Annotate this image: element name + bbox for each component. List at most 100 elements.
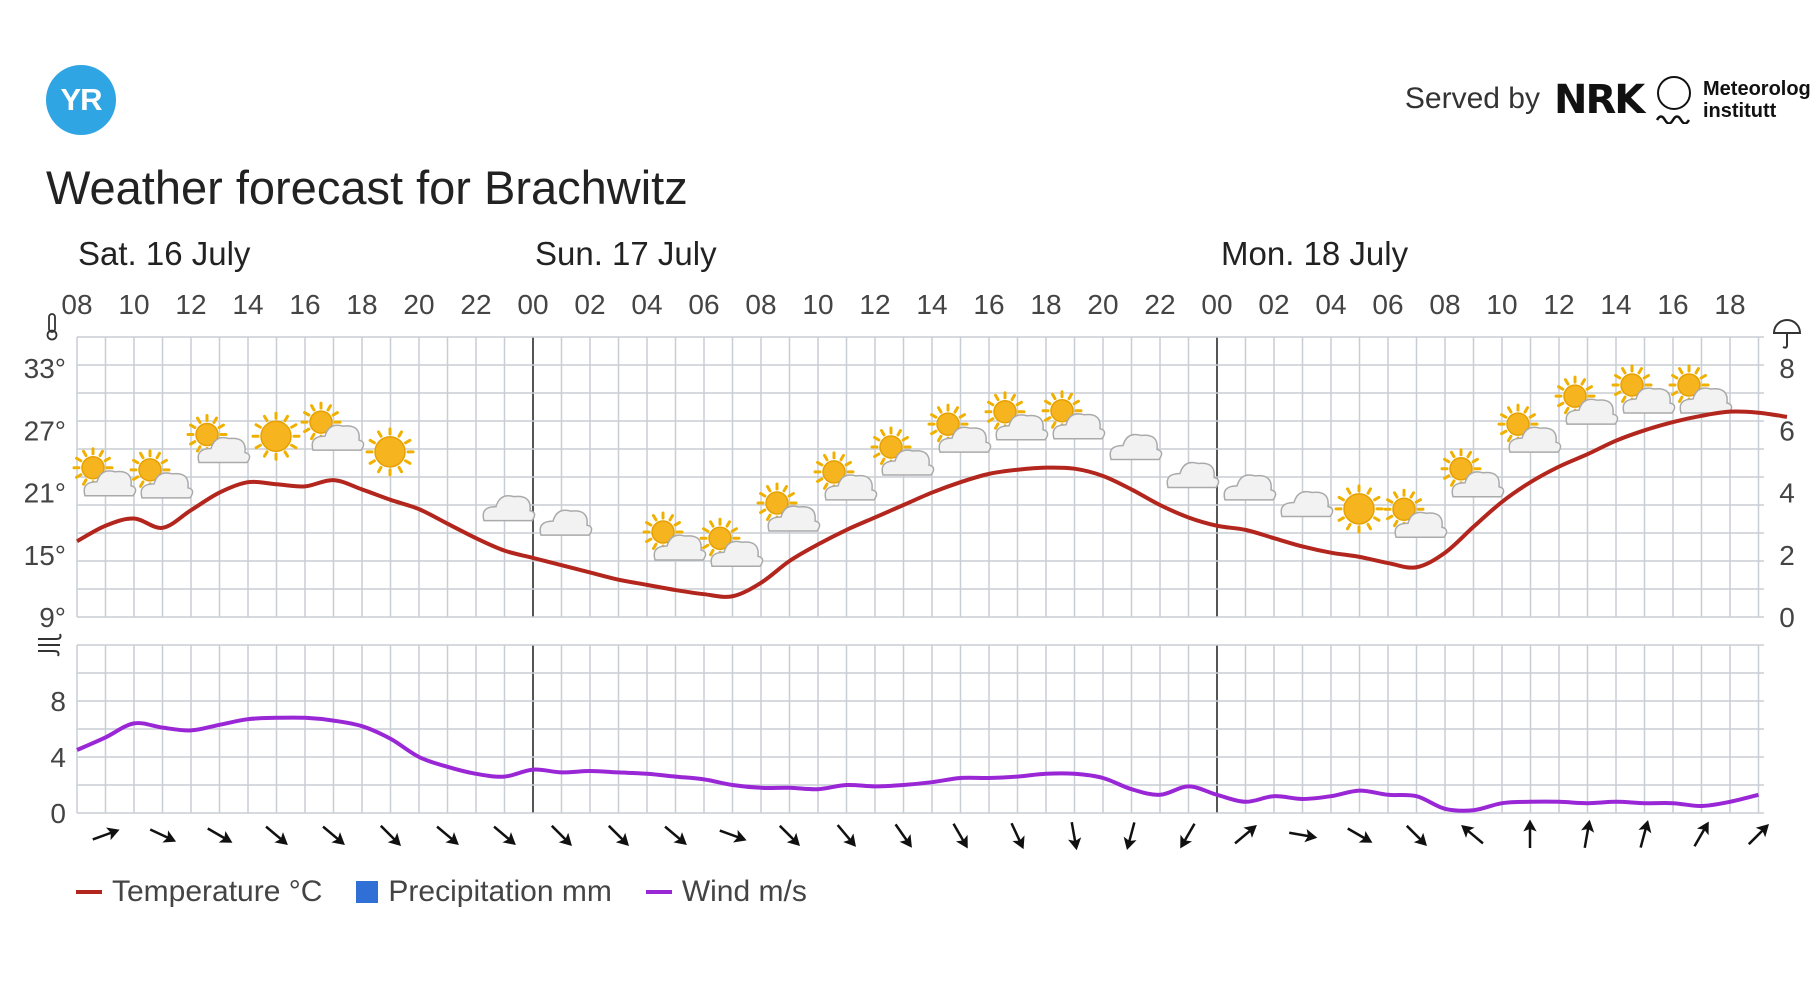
sun-ray [310,404,316,412]
sun-disc [138,458,162,482]
sun-ray [1386,498,1394,504]
sun-ray [98,449,104,458]
sun-ray [1386,514,1394,521]
legend-temperature[interactable]: Temperature °C [76,875,322,909]
temperature-tick-label: 33° [24,353,66,384]
precipitation-tick-label: 0 [1779,602,1795,633]
sun-ray [1642,374,1650,380]
sun-ray [397,465,403,474]
arrow-head [331,832,345,845]
arrow-head [1461,825,1475,838]
sun-ray [1450,450,1456,459]
sun-ray [1044,416,1052,422]
met-wave-icon [1656,115,1690,124]
sun-ray [930,413,938,419]
legend-temperature-label: Temperature °C [112,875,323,908]
cloud-shape [1223,474,1277,501]
sun-ray [1621,395,1627,403]
hour-label: 18 [1714,289,1745,320]
sun-ray [263,450,269,458]
sun-ray [1637,367,1643,375]
sun-disc [81,455,105,480]
sun-ray [1507,434,1513,443]
sun-ray [75,473,83,479]
wind-directions [92,819,1769,851]
arrow-head [1696,821,1709,836]
cloud-shape [1622,387,1676,414]
sun-ray [404,438,412,445]
temperature-tick-label: 21° [24,478,66,509]
hour-label: 10 [118,289,149,320]
met-name-line2[interactable]: institutt [1703,100,1777,122]
weather-symbol-partly-cloudy-day [72,447,137,497]
hour-label: 06 [688,289,719,320]
sun-ray [1500,413,1508,419]
legend-precipitation[interactable]: Precipitation mm [356,875,612,909]
umbrella-icon [1772,319,1802,349]
sun-ray [766,513,772,521]
nrk-logo[interactable]: NRK [1554,77,1645,123]
sun-ray [1337,495,1345,502]
temperature-legend-swatch [76,890,102,894]
thermometer-tube [48,313,56,333]
arrow-head [1581,819,1595,833]
hour-label: 14 [1600,289,1631,320]
sun-ray [310,432,316,441]
sun-ray [880,457,886,465]
weather-symbol-partly-cloudy-day [927,403,992,453]
sun-disc [879,435,903,459]
served-by-text: Served by [1404,82,1540,115]
sun-icon [699,517,741,559]
yr-logo[interactable]: YR [46,65,116,135]
sun-ray [103,456,111,463]
sun-ray [873,436,881,442]
weather-symbol-partly-cloudy-day [1554,375,1619,425]
sun-ray [816,460,824,467]
sun-icon [365,427,415,477]
sun-ray [212,416,218,424]
hour-label: 10 [802,289,833,320]
sun-disc [708,526,732,551]
sun-disc [374,436,406,468]
met-name-line1[interactable]: Meteorologisk [1703,78,1810,100]
cloud-shape [653,534,707,561]
sun-ray [217,423,225,430]
arrow-head [387,832,401,846]
sun-ray [873,452,881,458]
moon-icon [1283,478,1293,499]
hour-label: 04 [631,289,662,320]
wind-direction-arrow [836,824,856,847]
sun-ray [1366,487,1372,495]
day-label: Sun. 17 July [535,235,717,272]
cloud-icon [197,436,251,464]
cloud-shape [1052,413,1106,440]
sun-ray [1585,385,1593,391]
cloud-icon [1394,511,1448,538]
wind-direction-arrow [664,825,687,845]
cloud-shape [1280,490,1334,518]
sun-ray [139,480,145,488]
sun-ray [652,514,658,522]
cloud-shape [83,470,137,497]
sun-ray [823,482,829,490]
legend-wind[interactable]: Wind m/s [645,875,807,909]
weather-symbol-partly-cloudy-day [1611,364,1676,414]
hour-label: 12 [1543,289,1574,320]
sun-ray [1414,498,1422,504]
arrow-head [955,834,968,849]
wind-direction-arrow [265,825,288,845]
weather-symbol-partly-cloudy-night [1109,421,1163,461]
sun-ray [1523,406,1529,414]
wind-legend-swatch [645,890,672,894]
sun-ray [1528,413,1536,419]
served-by-block: Served by NRK Meteorologisk institutt [1110,76,1810,140]
cloud-shape [710,540,764,568]
sun-ray [1443,474,1451,480]
sun-ray [132,475,140,481]
sun-ray [1694,367,1700,375]
cloud-shape [1394,511,1448,538]
weather-symbol-clear-night [436,460,452,491]
sun-ray [1015,400,1023,407]
arrow-head [673,832,687,845]
